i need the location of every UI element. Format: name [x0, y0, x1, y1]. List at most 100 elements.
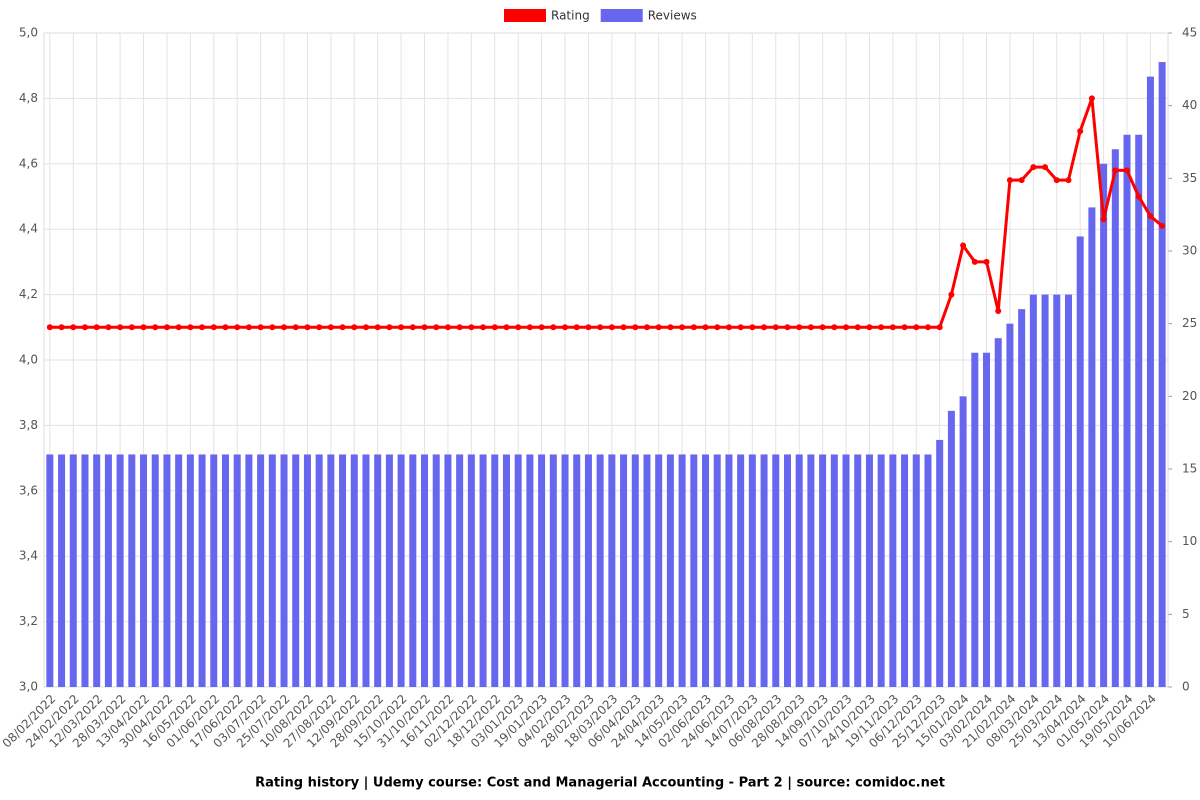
bar: [1029, 294, 1037, 687]
bar: [737, 454, 745, 687]
bar: [713, 454, 721, 687]
rating-point: [1018, 177, 1025, 184]
bar: [772, 454, 780, 687]
bar: [163, 454, 171, 687]
rating-point: [187, 324, 194, 331]
bar: [409, 454, 417, 687]
bar: [315, 454, 323, 687]
rating-point: [725, 324, 732, 331]
bar: [46, 454, 54, 687]
rating-point: [456, 324, 463, 331]
rating-point: [70, 324, 77, 331]
bar: [748, 454, 756, 687]
y2-tick-label: 0: [1182, 680, 1190, 694]
bar: [795, 454, 803, 687]
rating-point: [1077, 128, 1084, 135]
rating-point: [58, 324, 65, 331]
rating-point: [245, 324, 252, 331]
bar: [303, 454, 311, 687]
rating-point: [327, 324, 334, 331]
rating-point: [690, 324, 697, 331]
rating-point: [175, 324, 182, 331]
rating-point: [444, 324, 451, 331]
bar: [620, 454, 628, 687]
bar: [854, 454, 862, 687]
rating-point: [117, 324, 124, 331]
rating-point: [222, 324, 229, 331]
bar: [397, 454, 405, 687]
bar: [151, 454, 159, 687]
y2-tick-label: 30: [1182, 244, 1197, 258]
y2-tick-label: 10: [1182, 534, 1197, 548]
bar: [912, 454, 920, 687]
rating-point: [386, 324, 393, 331]
legend-label: Reviews: [648, 9, 697, 23]
rating-point: [468, 324, 475, 331]
bar: [702, 454, 710, 687]
rating-point: [1135, 193, 1142, 200]
rating-point: [655, 324, 662, 331]
bar: [456, 454, 464, 687]
bar: [385, 454, 393, 687]
bar: [198, 454, 206, 687]
rating-point: [843, 324, 850, 331]
bar: [1100, 163, 1108, 688]
bar: [631, 454, 639, 687]
rating-point: [807, 324, 814, 331]
bar: [1041, 294, 1049, 687]
bar: [1088, 207, 1096, 687]
rating-point: [362, 324, 369, 331]
bar: [690, 454, 698, 687]
bar: [268, 454, 276, 687]
rating-point: [749, 324, 756, 331]
bar: [783, 454, 791, 687]
bar: [245, 454, 253, 687]
rating-point: [304, 324, 311, 331]
rating-point: [1006, 177, 1013, 184]
bar: [432, 454, 440, 687]
bar: [502, 454, 510, 687]
bar: [760, 454, 768, 687]
bar: [175, 454, 183, 687]
rating-point: [538, 324, 545, 331]
legend-label: Rating: [551, 9, 590, 23]
y2-tick-label: 15: [1182, 462, 1197, 476]
bar: [116, 454, 124, 687]
rating-point: [573, 324, 580, 331]
rating-point: [562, 324, 569, 331]
bar: [666, 454, 674, 687]
rating-point: [421, 324, 428, 331]
legend-swatch: [504, 9, 546, 22]
bar: [81, 454, 89, 687]
bar: [491, 454, 499, 687]
y-tick-label: 4,2: [19, 287, 38, 301]
y2-tick-label: 25: [1182, 316, 1197, 330]
bar: [924, 454, 932, 687]
rating-point: [515, 324, 522, 331]
bar: [1146, 76, 1154, 688]
y2-tick-label: 20: [1182, 389, 1197, 403]
bar: [584, 454, 592, 687]
rating-point: [409, 324, 416, 331]
bar: [374, 454, 382, 687]
rating-point: [772, 324, 779, 331]
bar: [1111, 149, 1119, 687]
rating-point: [503, 324, 510, 331]
rating-point: [1100, 216, 1107, 223]
rating-point: [620, 324, 627, 331]
y-tick-label: 3,6: [19, 483, 38, 497]
rating-point: [878, 324, 885, 331]
bar: [1158, 62, 1166, 688]
bar: [128, 454, 136, 687]
rating-point: [924, 324, 931, 331]
bar: [210, 454, 218, 687]
bar: [807, 454, 815, 687]
bar: [1076, 236, 1084, 687]
rating-point: [761, 324, 768, 331]
rating-point: [281, 324, 288, 331]
bar: [877, 454, 885, 687]
rating-point: [901, 324, 908, 331]
bar: [1135, 134, 1143, 687]
bar: [994, 338, 1002, 687]
